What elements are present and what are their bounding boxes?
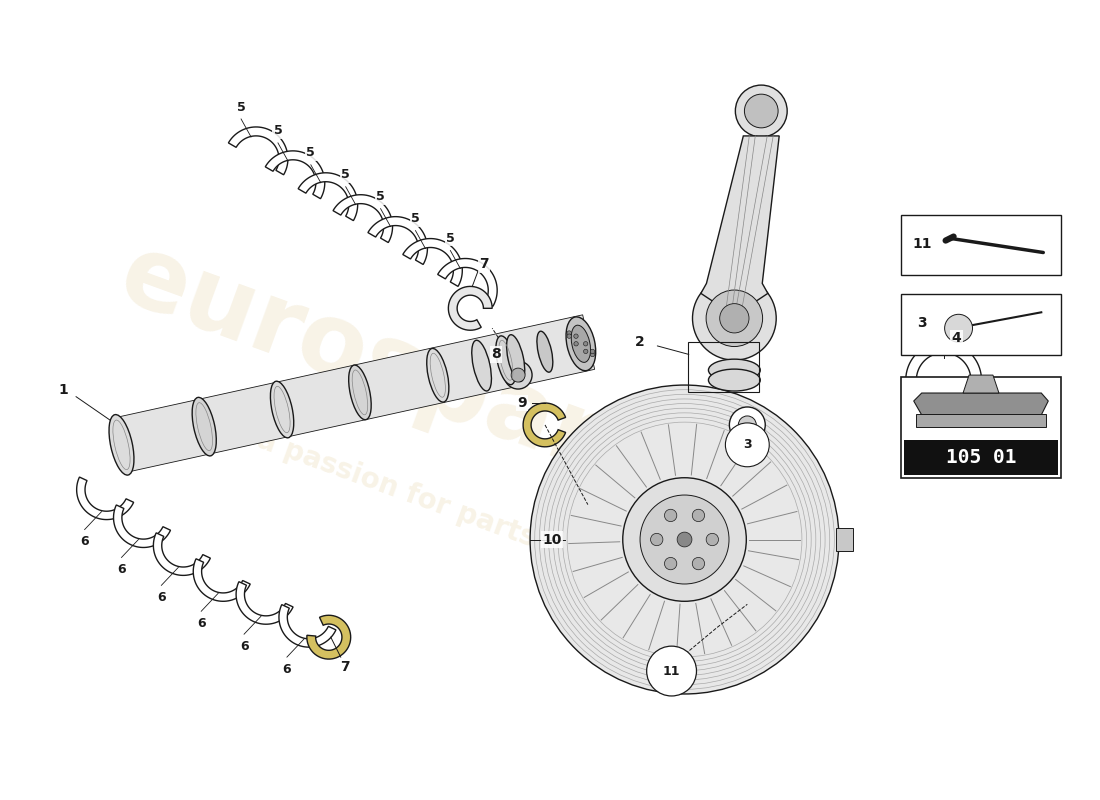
Circle shape bbox=[583, 342, 587, 346]
Text: 8: 8 bbox=[492, 347, 502, 361]
Polygon shape bbox=[265, 151, 324, 198]
Ellipse shape bbox=[708, 369, 760, 391]
Circle shape bbox=[678, 532, 692, 547]
Text: 105 01: 105 01 bbox=[946, 448, 1016, 467]
Circle shape bbox=[647, 646, 696, 696]
Text: 5: 5 bbox=[376, 190, 385, 203]
Polygon shape bbox=[449, 286, 492, 330]
Text: 5: 5 bbox=[236, 101, 245, 114]
Polygon shape bbox=[333, 194, 393, 242]
Circle shape bbox=[738, 416, 757, 434]
FancyBboxPatch shape bbox=[901, 294, 1062, 355]
Text: 11: 11 bbox=[912, 237, 932, 250]
Polygon shape bbox=[964, 375, 999, 393]
Text: 5: 5 bbox=[411, 212, 420, 225]
Text: 3: 3 bbox=[742, 438, 751, 451]
Text: 6: 6 bbox=[240, 640, 249, 653]
Circle shape bbox=[706, 534, 718, 546]
Polygon shape bbox=[905, 342, 981, 386]
Polygon shape bbox=[307, 615, 351, 659]
Polygon shape bbox=[914, 393, 1048, 415]
Text: 4: 4 bbox=[952, 331, 961, 346]
Ellipse shape bbox=[566, 317, 596, 370]
Polygon shape bbox=[438, 258, 497, 306]
Polygon shape bbox=[194, 558, 250, 602]
Circle shape bbox=[623, 478, 746, 602]
Text: 3: 3 bbox=[917, 316, 926, 330]
Circle shape bbox=[584, 349, 587, 354]
Circle shape bbox=[664, 510, 676, 522]
Text: 6: 6 bbox=[118, 563, 125, 576]
Circle shape bbox=[591, 352, 595, 357]
Ellipse shape bbox=[271, 382, 294, 438]
Text: 2: 2 bbox=[635, 335, 645, 350]
Text: 5: 5 bbox=[341, 168, 350, 182]
Polygon shape bbox=[367, 217, 428, 265]
Bar bbox=[904, 440, 1058, 474]
Polygon shape bbox=[524, 403, 565, 447]
Text: 1: 1 bbox=[58, 383, 68, 397]
Polygon shape bbox=[116, 315, 595, 472]
Polygon shape bbox=[229, 127, 288, 174]
Text: 6: 6 bbox=[157, 591, 166, 604]
Polygon shape bbox=[701, 136, 779, 306]
Circle shape bbox=[640, 495, 729, 584]
Text: eurospares: eurospares bbox=[107, 226, 734, 534]
Ellipse shape bbox=[109, 414, 134, 475]
Text: 9: 9 bbox=[517, 396, 527, 410]
Bar bbox=[915, 414, 1046, 427]
Ellipse shape bbox=[504, 361, 532, 389]
Ellipse shape bbox=[537, 331, 553, 372]
Circle shape bbox=[566, 334, 571, 338]
Ellipse shape bbox=[571, 325, 591, 362]
Text: 6: 6 bbox=[197, 617, 206, 630]
Ellipse shape bbox=[708, 359, 760, 381]
Text: 7: 7 bbox=[480, 258, 490, 271]
Text: 10: 10 bbox=[542, 533, 562, 546]
Circle shape bbox=[530, 385, 839, 694]
Polygon shape bbox=[77, 477, 133, 519]
Circle shape bbox=[729, 407, 766, 443]
Text: 6: 6 bbox=[283, 662, 292, 675]
Text: 11: 11 bbox=[663, 665, 680, 678]
Text: 5: 5 bbox=[307, 146, 316, 159]
Circle shape bbox=[574, 334, 579, 338]
Ellipse shape bbox=[512, 368, 525, 382]
Polygon shape bbox=[279, 605, 335, 647]
Ellipse shape bbox=[192, 398, 217, 456]
Text: 5: 5 bbox=[274, 125, 283, 138]
Ellipse shape bbox=[427, 349, 449, 402]
Ellipse shape bbox=[472, 340, 492, 391]
FancyBboxPatch shape bbox=[901, 377, 1062, 478]
Circle shape bbox=[650, 534, 663, 546]
Polygon shape bbox=[113, 505, 170, 547]
Polygon shape bbox=[236, 582, 293, 624]
Polygon shape bbox=[153, 533, 210, 575]
Ellipse shape bbox=[496, 336, 516, 385]
Ellipse shape bbox=[349, 365, 371, 420]
Text: a passion for parts since 1985: a passion for parts since 1985 bbox=[253, 426, 707, 614]
Circle shape bbox=[664, 558, 676, 570]
Ellipse shape bbox=[736, 85, 788, 137]
Text: 7: 7 bbox=[340, 660, 350, 674]
Text: 5: 5 bbox=[446, 232, 454, 245]
Circle shape bbox=[591, 349, 595, 354]
Circle shape bbox=[692, 558, 705, 570]
Polygon shape bbox=[403, 238, 462, 286]
Ellipse shape bbox=[706, 290, 762, 346]
Circle shape bbox=[945, 314, 972, 342]
Circle shape bbox=[574, 342, 579, 346]
Circle shape bbox=[566, 331, 571, 335]
Ellipse shape bbox=[507, 334, 525, 382]
Ellipse shape bbox=[719, 304, 749, 333]
Text: 6: 6 bbox=[80, 535, 89, 548]
Bar bbox=[688, 342, 759, 392]
Polygon shape bbox=[836, 527, 854, 551]
Circle shape bbox=[692, 510, 705, 522]
Polygon shape bbox=[298, 173, 358, 221]
FancyBboxPatch shape bbox=[901, 214, 1062, 275]
Ellipse shape bbox=[693, 277, 777, 360]
Ellipse shape bbox=[745, 94, 778, 128]
Circle shape bbox=[725, 423, 769, 466]
